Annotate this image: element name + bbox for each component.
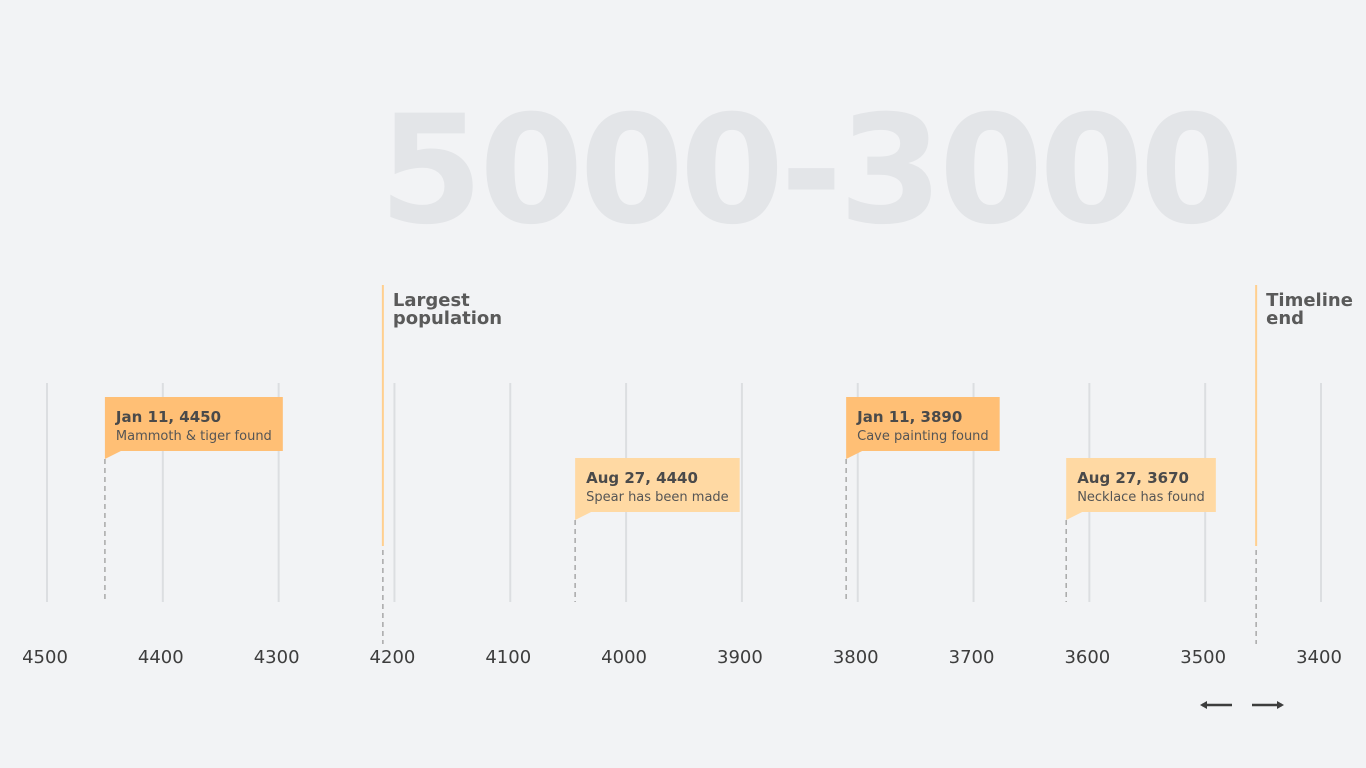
event-description: Cave painting found — [857, 429, 989, 444]
event-card: Jan 11, 3890 Cave painting found — [845, 397, 1000, 602]
event-date: Aug 27, 3670 — [1077, 469, 1189, 487]
arrow-left-icon — [1200, 701, 1232, 709]
tick-label-4300: 4300 — [254, 647, 300, 668]
marker-label: Largest — [393, 290, 470, 311]
next-arrow-button[interactable] — [1250, 694, 1286, 716]
marker-label: Timeline — [1266, 290, 1353, 311]
event-flag-tail — [1066, 512, 1083, 520]
marker-label: end — [1266, 308, 1304, 329]
tick-label-4000: 4000 — [601, 647, 647, 668]
event-flag — [1066, 458, 1216, 512]
tick-label-4400: 4400 — [138, 647, 184, 668]
event-flag-tail — [846, 451, 863, 459]
event-date: Jan 11, 3890 — [856, 408, 962, 426]
event-card: Jan 11, 4450 Mammoth & tiger found — [104, 397, 283, 602]
event-date: Jan 11, 4450 — [115, 408, 221, 426]
event-date: Aug 27, 4440 — [586, 469, 698, 487]
tick-label-4100: 4100 — [485, 647, 531, 668]
event-card: Aug 27, 3670 Necklace has found — [1065, 458, 1216, 602]
event-flag — [104, 397, 283, 451]
tick-label-3900: 3900 — [717, 647, 763, 668]
event-description: Spear has been made — [586, 490, 729, 505]
timeline-events: Jan 11, 4450 Mammoth & tiger found Aug 27,… — [104, 397, 1216, 602]
tick-label-3800: 3800 — [833, 647, 879, 668]
era-title: 5000-3000 — [379, 84, 1240, 258]
marker-label: population — [393, 308, 502, 329]
event-card: Aug 27, 4440 Spear has been made — [574, 458, 740, 602]
event-description: Necklace has found — [1077, 490, 1205, 505]
event-flag-tail — [575, 512, 592, 520]
tick-label-3600: 3600 — [1064, 647, 1110, 668]
prev-arrow-button[interactable] — [1198, 694, 1234, 716]
event-flag — [575, 458, 740, 512]
event-flag — [846, 397, 1000, 451]
arrow-right-icon — [1252, 701, 1284, 709]
event-flag-tail — [104, 451, 121, 459]
tick-label-3700: 3700 — [949, 647, 995, 668]
tick-label-4200: 4200 — [370, 647, 416, 668]
tick-label-3400: 3400 — [1296, 647, 1342, 668]
tick-label-3500: 3500 — [1180, 647, 1226, 668]
event-description: Mammoth & tiger found — [116, 429, 272, 444]
axis-tick-labels: 4500 4400 4300 4200 4100 4000 3900 3800 3700 3600… — [22, 647, 1342, 668]
tick-label-4500: 4500 — [22, 647, 68, 668]
